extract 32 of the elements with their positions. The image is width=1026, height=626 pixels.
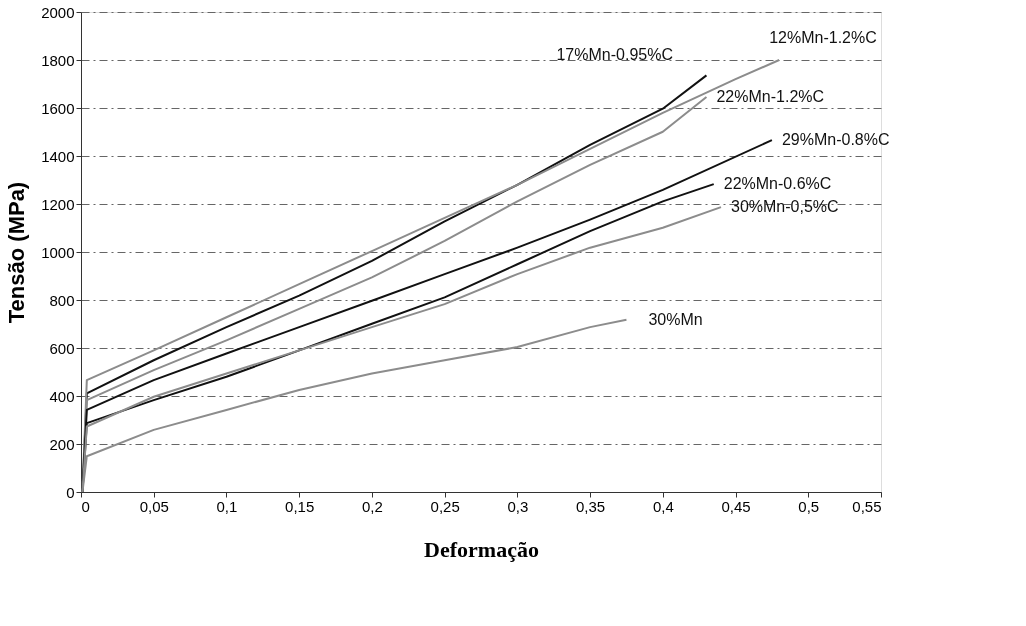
series-label: 22%Mn-0.6%C xyxy=(723,175,832,193)
x-tick-label: 0,25 xyxy=(430,497,460,515)
series-label: 30%Mn-0,5%C xyxy=(731,198,839,216)
y-tick-label: 400 xyxy=(49,387,75,405)
x-tick-label: 0,05 xyxy=(139,497,169,515)
x-tick-label: 0,4 xyxy=(652,497,674,515)
x-axis-title: Deformação xyxy=(424,536,539,562)
y-tick-label: 200 xyxy=(49,435,75,453)
x-tick-label: 0,1 xyxy=(216,497,238,515)
x-tick-label: 0,2 xyxy=(361,497,383,515)
x-tick-label: 0,15 xyxy=(285,497,315,515)
x-tick-label: 0,3 xyxy=(507,497,529,515)
y-axis-title: Tensão (MPa) xyxy=(4,181,30,324)
y-tick-label: 1600 xyxy=(41,99,75,117)
y-tick-label: 2000 xyxy=(41,3,75,21)
y-tick-label: 800 xyxy=(49,291,75,309)
x-tick-label: 0,55 xyxy=(852,497,882,515)
series-label: 29%Mn-0.8%C xyxy=(781,131,890,149)
y-tick-label: 1000 xyxy=(41,243,75,261)
y-tick-label: 600 xyxy=(49,339,75,357)
series-label: 30%Mn xyxy=(648,310,703,328)
y-tick-label: 1400 xyxy=(41,147,75,165)
series-label: 22%Mn-1.2%C xyxy=(716,87,825,105)
x-tick-label: 0,5 xyxy=(798,497,820,515)
y-tick-label: 1800 xyxy=(41,51,75,69)
x-tick-label: 0,45 xyxy=(721,497,751,515)
series-label: 17%Mn-0.95%C xyxy=(556,46,673,64)
x-tick-label: 0,35 xyxy=(575,497,606,515)
y-tick-label: 0 xyxy=(66,483,75,501)
x-tick-label: 0 xyxy=(81,497,90,515)
series-label: 12%Mn-1.2%C xyxy=(769,29,877,46)
y-tick-label: 1200 xyxy=(41,195,75,213)
